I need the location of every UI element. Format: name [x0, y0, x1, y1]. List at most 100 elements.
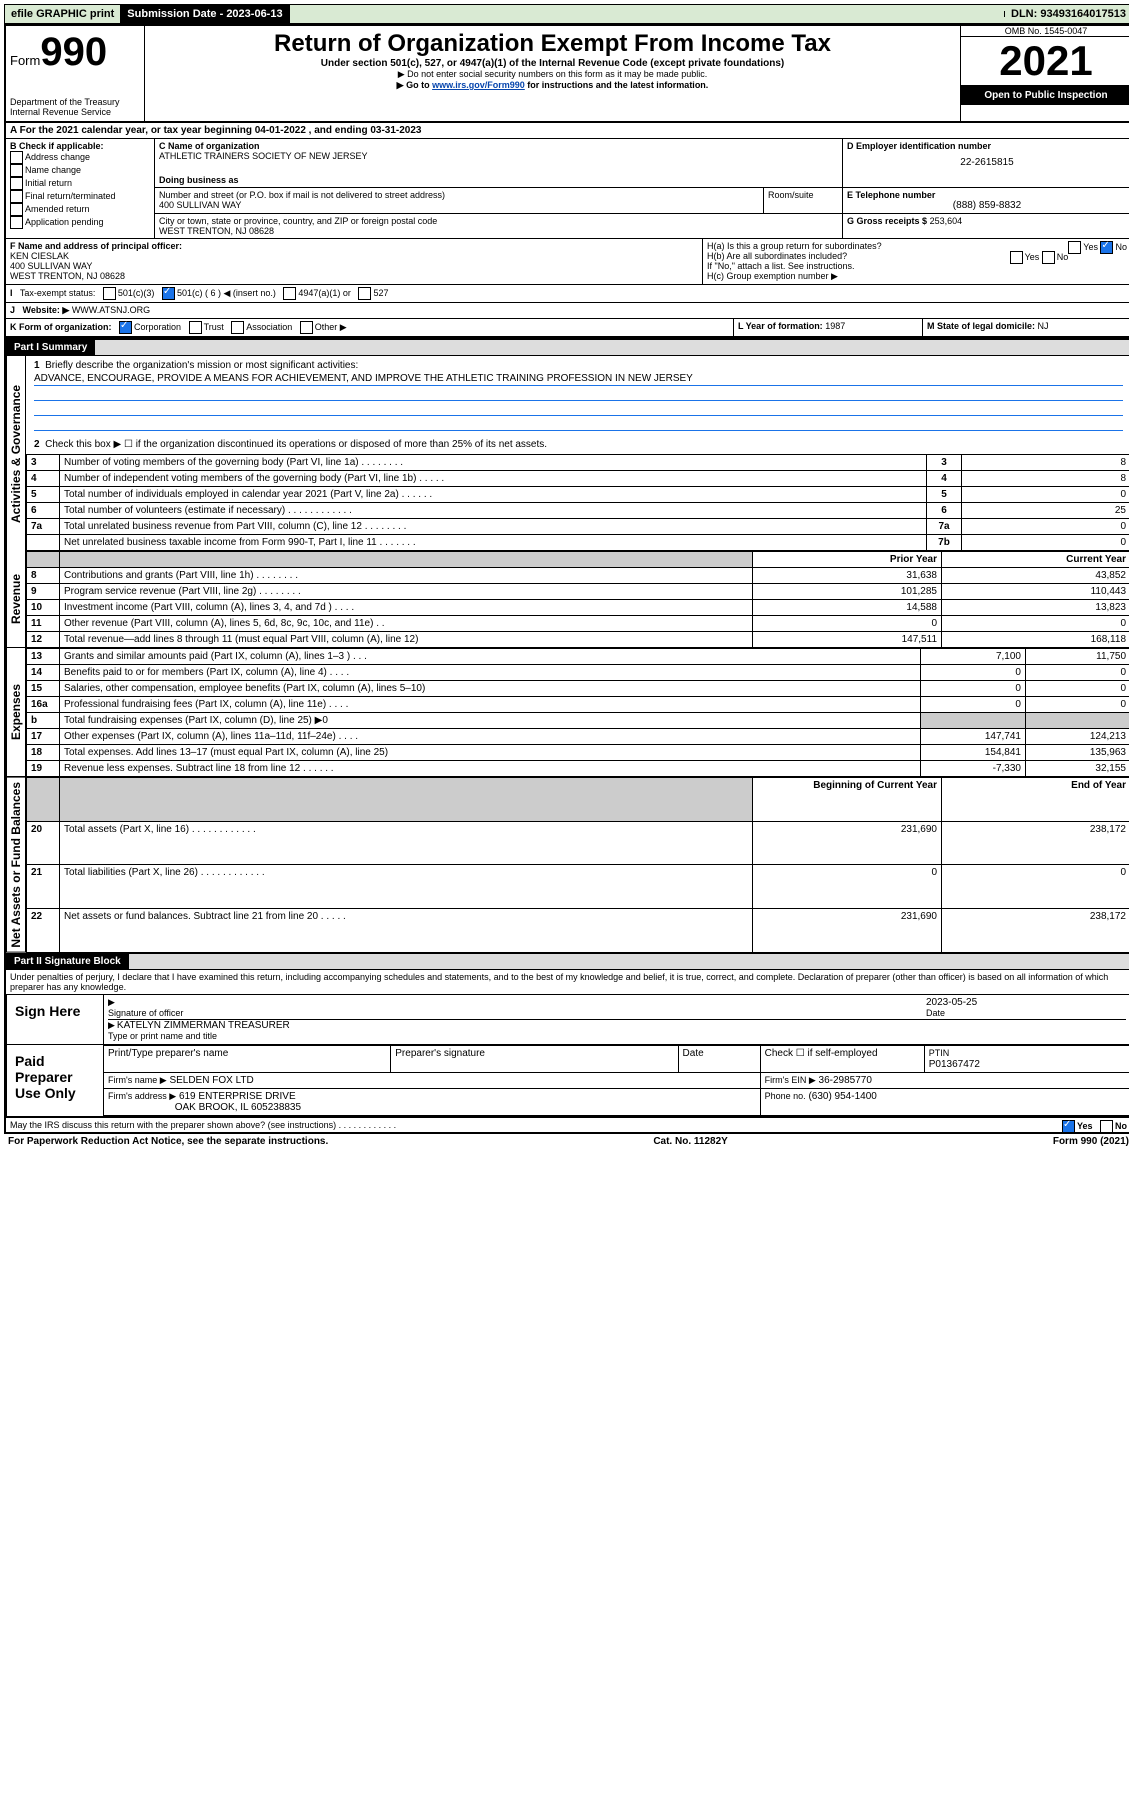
part2-bar: Part II Signature Block: [6, 954, 129, 969]
chk-other[interactable]: [300, 321, 313, 334]
table-row: 17Other expenses (Part IX, column (A), l…: [27, 729, 1129, 745]
form-subtitle: Under section 501(c), 527, or 4947(a)(1)…: [149, 58, 956, 69]
sign-here: Sign Here: [7, 995, 103, 1044]
ptin: P01367472: [929, 1059, 980, 1070]
table-row: 6Total number of volunteers (estimate if…: [27, 503, 1129, 519]
side-rev: Revenue: [6, 551, 26, 648]
side-exp: Expenses: [6, 648, 26, 777]
chk-trust[interactable]: [189, 321, 202, 334]
table-revenue: Prior YearCurrent Year8Contributions and…: [26, 551, 1129, 648]
open-inspection: Open to Public Inspection: [961, 86, 1129, 105]
chk-527[interactable]: [358, 287, 371, 300]
blockb-opt[interactable]: Application pending: [10, 216, 150, 229]
hb-no[interactable]: [1042, 251, 1055, 264]
firm-ein: 36-2985770: [819, 1075, 872, 1086]
table-row: 15Salaries, other compensation, employee…: [27, 681, 1129, 697]
typed-name: KATELYN ZIMMERMAN TREASURER: [117, 1020, 290, 1031]
side-net: Net Assets or Fund Balances: [6, 777, 26, 953]
officer-addr1: 400 SULLIVAN WAY: [10, 261, 698, 271]
q1: Briefly describe the organization's miss…: [45, 360, 358, 371]
l-label: L Year of formation:: [738, 321, 823, 331]
blockb-opt[interactable]: Name change: [10, 164, 150, 177]
ein: 22-2615815: [847, 157, 1127, 168]
irs-yes[interactable]: [1062, 1120, 1075, 1133]
note-ssn: ▶ Do not enter social security numbers o…: [149, 69, 956, 80]
c-name-label: C Name of organization: [159, 141, 838, 151]
blockb-opt[interactable]: Initial return: [10, 177, 150, 190]
blockb-opt[interactable]: Address change: [10, 151, 150, 164]
efile-print[interactable]: efile GRAPHIC print: [5, 5, 121, 23]
table-expenses: 13Grants and similar amounts paid (Part …: [26, 648, 1129, 777]
table-row: 3Number of voting members of the governi…: [27, 455, 1129, 471]
street: 400 SULLIVAN WAY: [159, 200, 759, 210]
may-irs: May the IRS discuss this return with the…: [10, 1120, 396, 1130]
table-row: 20Total assets (Part X, line 16) . . . .…: [27, 821, 1129, 865]
room-suite: Room/suite: [764, 188, 843, 214]
k-label: K Form of organization:: [10, 322, 112, 332]
ha-yes[interactable]: [1068, 241, 1081, 254]
year-formation: 1987: [825, 321, 845, 331]
pra-notice: For Paperwork Reduction Act Notice, see …: [8, 1136, 328, 1147]
tax-year: 2021: [961, 37, 1129, 86]
note-goto: ▶ Go to www.irs.gov/Form990 for instruct…: [149, 80, 956, 91]
table-row: 4Number of independent voting members of…: [27, 471, 1129, 487]
i-label: Tax-exempt status:: [20, 288, 96, 298]
website: WWW.ATSNJ.ORG: [72, 305, 150, 315]
phone: (888) 859-8832: [847, 200, 1127, 211]
side-gov: Activities & Governance: [6, 356, 26, 551]
table-row: 7aTotal unrelated business revenue from …: [27, 519, 1129, 535]
signature-block: Sign Here Signature of officer 2023-05-2…: [6, 994, 1129, 1118]
chk-501c3[interactable]: [103, 287, 116, 300]
org-name: ATHLETIC TRAINERS SOCIETY OF NEW JERSEY: [159, 151, 838, 161]
table-row: 18Total expenses. Add lines 13–17 (must …: [27, 745, 1129, 761]
table-row: bTotal fundraising expenses (Part IX, co…: [27, 713, 1129, 729]
gross-receipts: 253,604: [930, 216, 963, 226]
prep-sig-label: Preparer's signature: [391, 1045, 678, 1072]
chk-501c[interactable]: [162, 287, 175, 300]
f-label: F Name and address of principal officer:: [10, 241, 698, 251]
blockb-opt[interactable]: Amended return: [10, 203, 150, 216]
h-c: H(c) Group exemption number ▶: [707, 271, 1127, 282]
prep-name-label: Print/Type preparer's name: [104, 1045, 391, 1072]
chk-4947[interactable]: [283, 287, 296, 300]
h-a: H(a) Is this a group return for subordin…: [707, 241, 1127, 251]
table-row: 21Total liabilities (Part X, line 26) . …: [27, 865, 1129, 909]
check-self: Check ☐ if self-employed: [760, 1045, 924, 1072]
chk-corp[interactable]: [119, 321, 132, 334]
irs-link[interactable]: www.irs.gov/Form990: [432, 80, 525, 90]
efile-topbar: efile GRAPHIC print Submission Date - 20…: [4, 4, 1129, 24]
blockb-opt[interactable]: Final return/terminated: [10, 190, 150, 203]
table-row: 22Net assets or fund balances. Subtract …: [27, 908, 1129, 952]
sig-date: 2023-05-25: [926, 997, 977, 1008]
paid-preparer: Paid Preparer Use Only: [7, 1045, 103, 1116]
firm-phone: (630) 954-1400: [808, 1091, 876, 1102]
irs-no[interactable]: [1100, 1120, 1113, 1133]
table-row: 13Grants and similar amounts paid (Part …: [27, 649, 1129, 665]
e-label: E Telephone number: [847, 190, 1127, 200]
hb-yes[interactable]: [1010, 251, 1023, 264]
firm-addr1: 619 ENTERPRISE DRIVE: [179, 1091, 296, 1102]
period-line: A For the 2021 calendar year, or tax yea…: [6, 123, 1129, 139]
ha-no[interactable]: [1100, 241, 1113, 254]
h-b: H(b) Are all subordinates included? Yes …: [707, 251, 1127, 261]
sig-officer-label: Signature of officer: [108, 1008, 183, 1018]
table-row: 19Revenue less expenses. Subtract line 1…: [27, 761, 1129, 777]
q2: Check this box ▶ ☐ if the organization d…: [45, 439, 547, 450]
table-netassets: Beginning of Current YearEnd of Year20To…: [26, 777, 1129, 953]
officer-addr2: WEST TRENTON, NJ 08628: [10, 271, 698, 281]
dln: DLN: 93493164017513: [1005, 5, 1129, 23]
table-row: 9Program service revenue (Part VIII, lin…: [27, 584, 1129, 600]
table-governance: 3Number of voting members of the governi…: [26, 454, 1129, 551]
chk-assoc[interactable]: [231, 321, 244, 334]
d-label: D Employer identification number: [847, 141, 1127, 151]
dba-label: Doing business as: [159, 175, 838, 185]
submission-date: Submission Date - 2023-06-13: [121, 5, 289, 23]
g-label: G Gross receipts $: [847, 216, 927, 226]
city: WEST TRENTON, NJ 08628: [159, 226, 838, 236]
table-row: Net unrelated business taxable income fr…: [27, 535, 1129, 551]
city-label: City or town, state or province, country…: [159, 216, 838, 226]
table-row: 12Total revenue—add lines 8 through 11 (…: [27, 632, 1129, 648]
m-label: M State of legal domicile:: [927, 321, 1035, 331]
form-version: Form 990 (2021): [1053, 1136, 1129, 1147]
form-outer: Form990 Department of the Treasury Inter…: [4, 24, 1129, 1134]
